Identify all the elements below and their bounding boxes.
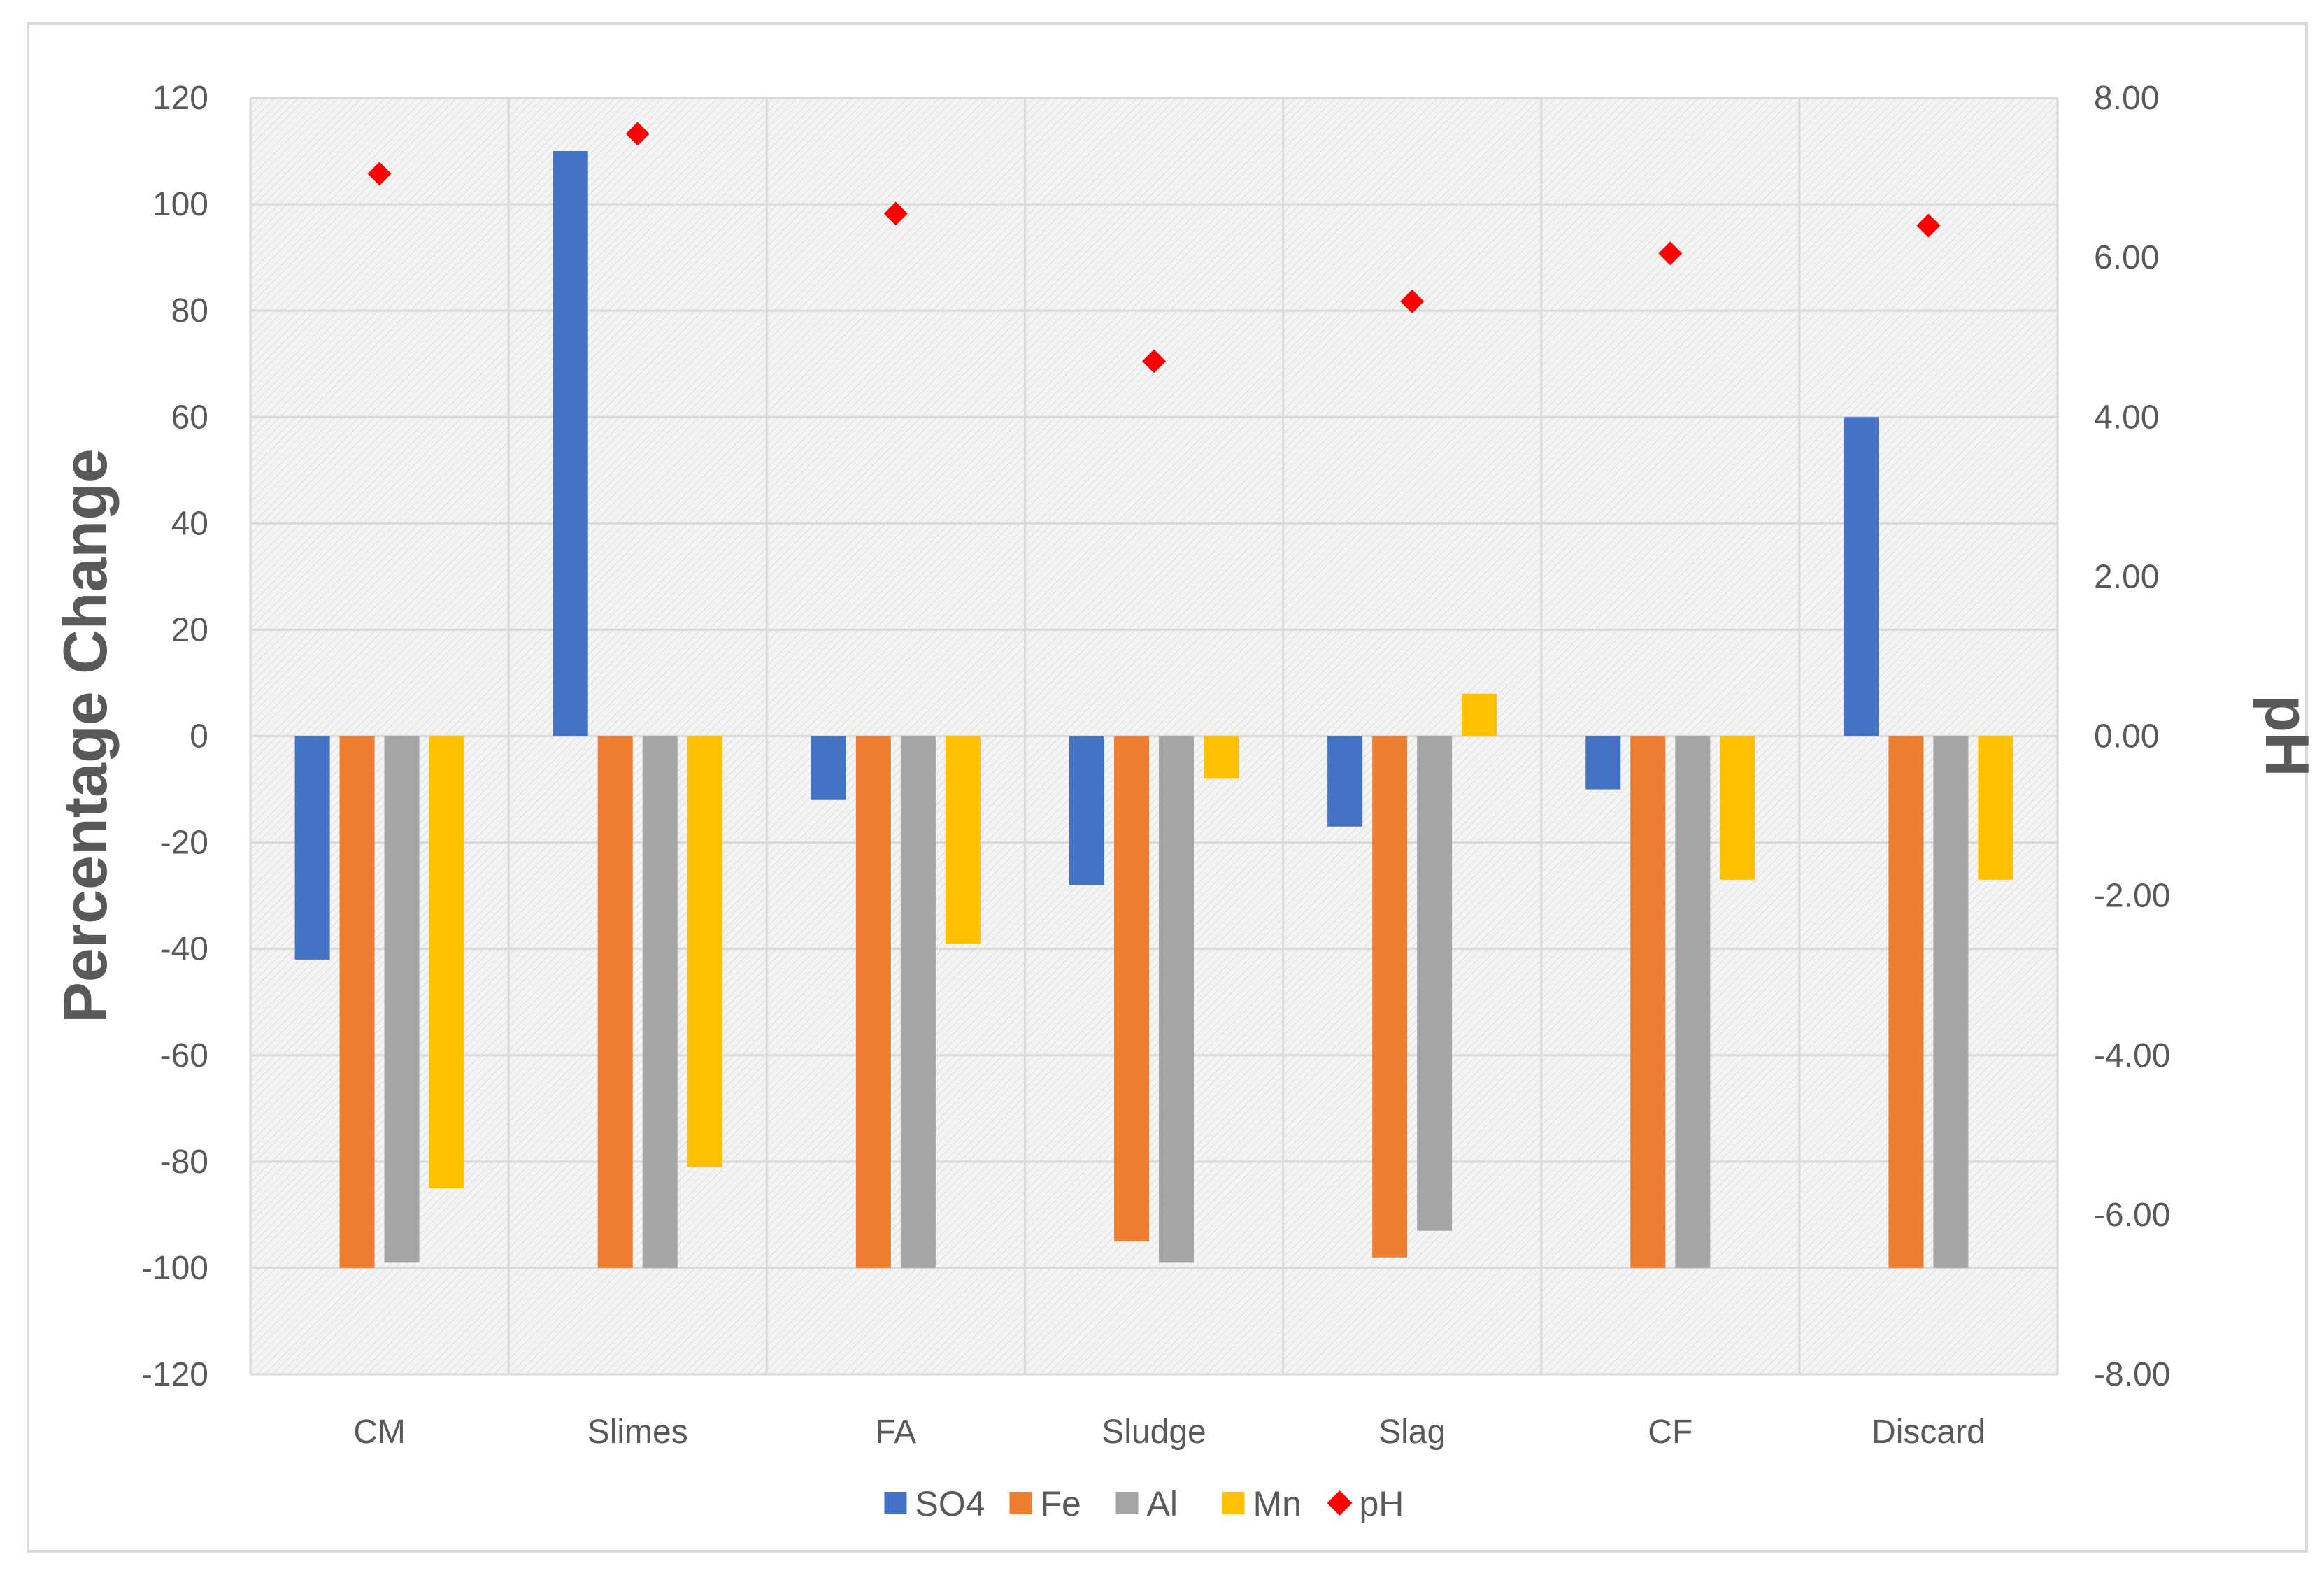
right-axis-ticks: 8.00 6.00 4.00 2.00 0.00 -2.00 -4.00 -6.00 -8.00 — [2094, 80, 2170, 1393]
bar-mn-cm — [429, 736, 464, 1188]
right-tick-label: 8.00 — [2094, 80, 2159, 117]
ph-marker-cf — [1658, 241, 1683, 266]
bar-so4-fa — [811, 736, 846, 800]
right-tick-label: 2.00 — [2094, 558, 2159, 595]
category-label: Sludge — [1102, 1414, 1206, 1451]
bar-so4-sludge — [1069, 736, 1104, 885]
bar-mn-discard — [1978, 736, 2013, 880]
right-tick-label: 4.00 — [2094, 399, 2159, 436]
bar-fe-slag — [1372, 736, 1408, 1258]
legend-label-fe: Fe — [1041, 1484, 1081, 1523]
right-tick-label: -2.00 — [2094, 878, 2170, 915]
left-tick-label: 40 — [171, 505, 208, 542]
bar-fe-sludge — [1114, 736, 1149, 1241]
bar-mn-sludge — [1204, 736, 1239, 779]
bar-so4-slimes — [553, 151, 588, 736]
legend-swatch-fe — [1009, 1492, 1032, 1514]
bar-fe-discard — [1888, 736, 1924, 1268]
ph-marker-slimes — [625, 122, 650, 146]
left-tick-label: 60 — [171, 399, 208, 436]
bar-mn-cf — [1720, 736, 1755, 880]
category-label: CM — [353, 1414, 406, 1451]
ph-markers-group — [367, 122, 1941, 373]
category-label: Slimes — [587, 1414, 688, 1451]
y-axis-title: Percentage Change — [50, 448, 120, 1023]
bar-mn-fa — [945, 736, 981, 944]
bar-al-sludge — [1159, 736, 1194, 1263]
legend: SO4 Fe Al Mn pH — [884, 1484, 1404, 1523]
bar-so4-cf — [1585, 736, 1621, 790]
left-tick-label: -120 — [141, 1356, 208, 1393]
left-tick-label: 20 — [171, 611, 208, 648]
legend-label-so4: SO4 — [915, 1484, 985, 1523]
category-label: FA — [876, 1414, 917, 1451]
bar-al-cf — [1675, 736, 1711, 1268]
bar-fe-slimes — [597, 736, 633, 1268]
ph-marker-slag — [1400, 289, 1425, 313]
bar-al-slimes — [642, 736, 678, 1268]
bar-al-cm — [384, 736, 420, 1263]
left-tick-label: 100 — [152, 186, 208, 223]
category-label: CF — [1648, 1414, 1692, 1451]
left-tick-label: 120 — [152, 80, 208, 117]
legend-label-ph: pH — [1360, 1484, 1404, 1523]
right-tick-label: -4.00 — [2094, 1037, 2170, 1074]
legend-swatch-ph — [1327, 1490, 1353, 1516]
legend-swatch-so4 — [884, 1492, 907, 1514]
bar-al-discard — [1933, 736, 1969, 1268]
left-tick-label: 0 — [190, 718, 208, 755]
bars-group — [294, 151, 2013, 1268]
legend-label-mn: Mn — [1253, 1484, 1302, 1523]
bar-mn-slimes — [687, 736, 722, 1167]
legend-label-al: Al — [1147, 1484, 1178, 1523]
left-tick-label: -80 — [160, 1144, 208, 1181]
bar-so4-slag — [1327, 736, 1363, 827]
bar-so4-discard — [1844, 417, 1879, 736]
category-label: Slag — [1378, 1414, 1446, 1451]
ph-marker-fa — [883, 201, 908, 226]
category-label: Discard — [1872, 1414, 1986, 1451]
legend-swatch-mn — [1222, 1492, 1245, 1514]
right-tick-label: 6.00 — [2094, 239, 2159, 276]
ph-marker-sludge — [1142, 349, 1166, 373]
legend-swatch-al — [1115, 1492, 1139, 1514]
left-tick-label: -100 — [141, 1250, 208, 1287]
category-labels: CM Slimes FA Sludge Slag CF Discard — [353, 1414, 1986, 1451]
right-tick-label: -6.00 — [2094, 1197, 2170, 1234]
bar-al-fa — [900, 736, 936, 1268]
bar-al-slag — [1417, 736, 1453, 1231]
right-tick-label: 0.00 — [2094, 718, 2159, 755]
left-tick-label: -20 — [160, 825, 208, 862]
bar-fe-cm — [339, 736, 375, 1268]
bar-fe-cf — [1630, 736, 1666, 1268]
ph-marker-discard — [1916, 213, 1941, 238]
gridlines — [249, 97, 2059, 1376]
bar-mn-slag — [1462, 693, 1497, 736]
y2-axis-title: pH — [2253, 695, 2322, 776]
bar-so4-cm — [294, 736, 330, 960]
bar-fe-fa — [855, 736, 891, 1268]
left-tick-label: -60 — [160, 1037, 208, 1074]
right-tick-label: -8.00 — [2094, 1356, 2170, 1393]
left-axis-ticks: 120 100 80 60 40 20 0 -20 -40 -60 -80 -100 -120 — [141, 80, 208, 1393]
left-tick-label: -40 — [160, 931, 208, 968]
left-tick-label: 80 — [171, 292, 208, 329]
ph-marker-cm — [367, 162, 392, 186]
